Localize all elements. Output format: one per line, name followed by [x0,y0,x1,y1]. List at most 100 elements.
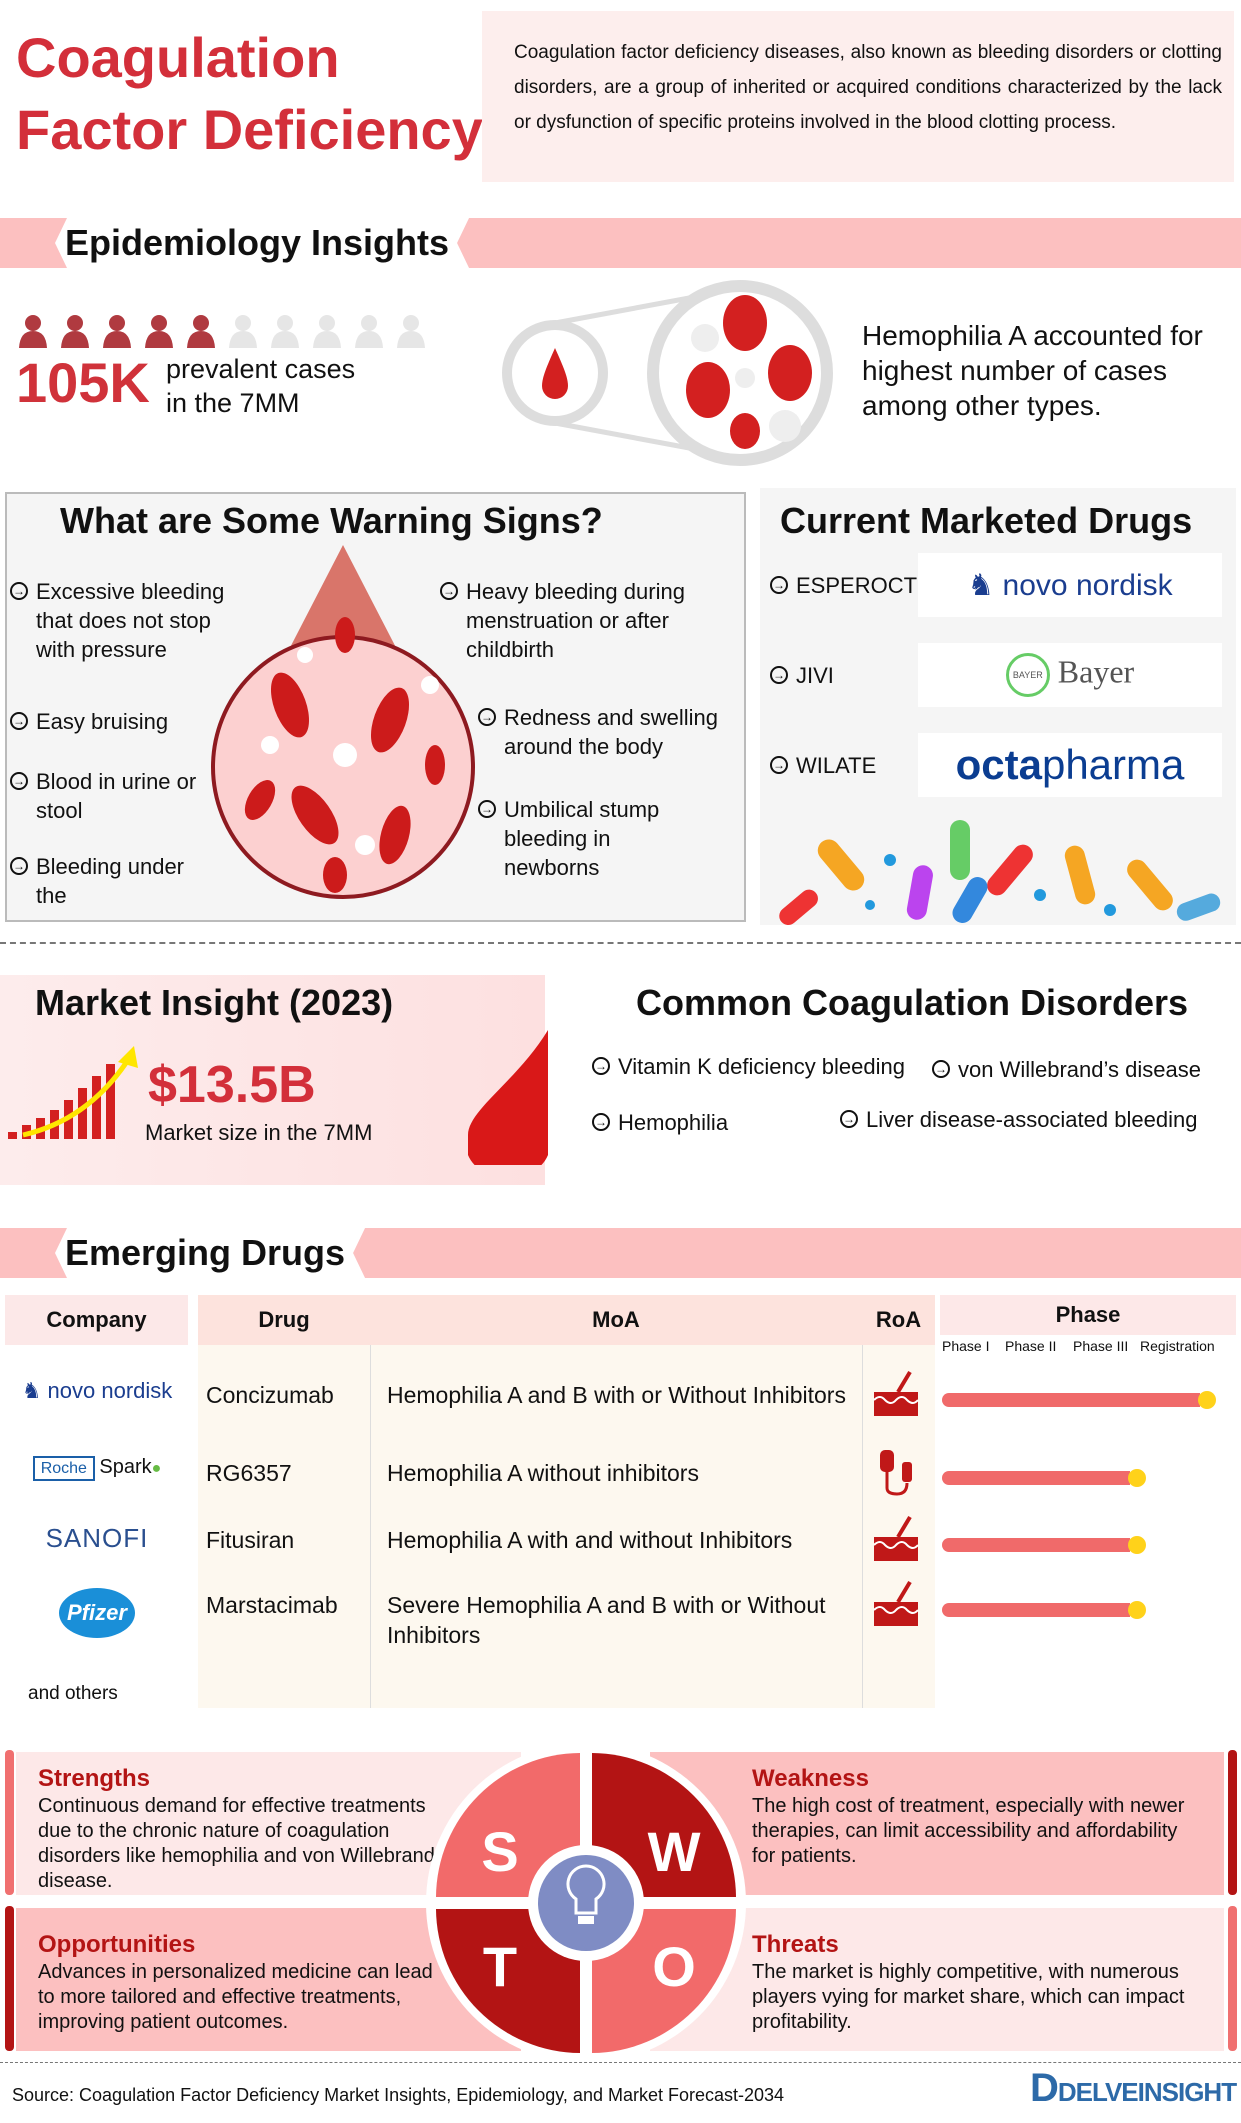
disorder-item: → Hemophilia [592,1108,728,1137]
hemophilia-insight: Hemophilia A accounted for highest numbe… [862,320,1203,421]
drug-name: Marstacimab [206,1592,338,1618]
growth-chart-icon [8,1046,138,1139]
phase-label: Phase I [942,1338,990,1354]
warning-heading: What are Some Warning Signs? [60,500,603,541]
swot-letter-t: T [483,1935,517,1998]
description: Coagulation factor deficiency diseases, … [482,11,1234,182]
warning-sign-item: → Excessive bleeding that does not stop w… [10,577,246,664]
person-icon [270,314,300,348]
moa-text: Hemophilia A with and without Inhibitors [387,1527,793,1553]
arrow-circle-icon: → [440,582,458,600]
disorders-heading: Common Coagulation Disorders [636,982,1189,1023]
divider [0,942,1241,944]
person-icon [18,314,48,348]
disorder-item: → Liver disease-associated bleeding [840,1105,1197,1134]
person-icon [60,314,90,348]
phase-label: Registration [1140,1338,1215,1354]
col-phase: Phase [940,1295,1236,1335]
phase-label: Phase II [1005,1338,1057,1354]
phase-progress-bar [942,1393,1200,1407]
warning-sign-item: → Redness and swelling around the body [478,703,764,761]
warning-sign-item: → Bleeding under the [10,852,216,910]
table-body [198,1345,935,1708]
swot-weakness: Weakness The high cost of treatment, espe… [650,1752,1224,1895]
phase-marker [1128,1469,1146,1487]
arrow-circle-icon: → [770,576,788,594]
warning-sign-item: → Blood in urine or stool [10,767,216,825]
injection-skin-icon [872,1515,922,1568]
market-heading: Market Insight (2023) [35,982,394,1023]
source-text: Source: Coagulation Factor Deficiency Ma… [12,2085,785,2105]
stat-label: prevalent cases in the 7MM [166,354,356,418]
company-logo: Roche Spark● [12,1456,182,1481]
arrow-circle-icon: → [478,708,496,726]
disorder-item: → Vitamin K deficiency bleeding [592,1052,905,1081]
marketed-heading: Current Marketed Drugs [780,500,1193,541]
warning-sign-item: → Umbilical stump bleeding in newborns [478,795,704,882]
iv-bag-icon [872,1448,922,1501]
person-icon [228,314,258,348]
phase-marker [1198,1391,1216,1409]
moa-text: Hemophilia A and B with or Without Inhib… [387,1382,846,1408]
person-icon [312,314,342,348]
swot-letter-s: S [481,1820,518,1883]
swot-wheel: S W T O [426,1748,746,2058]
phase-progress-bar [942,1603,1130,1617]
section-heading: Emerging Drugs [55,1228,365,1278]
moa-text: Severe Hemophilia A and B with or Withou… [387,1592,826,1648]
divider [0,2062,1241,2063]
injection-skin-icon [872,1580,922,1633]
arrow-circle-icon: → [770,756,788,774]
swot-threats: Threats The market is highly competitive,… [650,1908,1224,2051]
person-icon [102,314,132,348]
swot-letter-o: O [652,1935,696,1998]
company-logo: SANOFI [45,1523,149,1553]
arrow-circle-icon: → [10,857,28,875]
arrow-circle-icon: → [932,1060,950,1078]
swot-letter-w: W [648,1820,701,1883]
person-icon [186,314,216,348]
and-others: and others [28,1683,118,1704]
person-icon [396,314,426,348]
pills-illustration [779,820,1221,925]
disorder-item: → von Willebrand’s disease [932,1055,1201,1084]
phase-progress-bar [942,1471,1130,1485]
col-company: Company [5,1295,188,1345]
phase-progress-bar [942,1538,1130,1552]
company-logo: BAYER Bayer [918,643,1222,707]
arrow-circle-icon: → [592,1057,610,1075]
arrow-circle-icon: → [10,772,28,790]
marketed-drug-name: → JIVI [770,661,834,690]
market-insight-panel [0,975,545,1185]
company-logo: Pfizer [12,1588,182,1638]
company-logo: ♞ novo nordisk [21,1378,173,1403]
phase-marker [1128,1536,1146,1554]
phase-label: Phase III [1073,1338,1129,1354]
arrow-circle-icon: → [10,712,28,730]
arrow-circle-icon: → [840,1110,858,1128]
section-heading: Epidemiology Insights [55,218,469,268]
person-icon [354,314,384,348]
market-size-label: Market size in the 7MM [145,1120,373,1145]
moa-text: Hemophilia A without inhibitors [387,1460,699,1486]
blood-drop-icon [468,1030,548,1165]
drug-name: Concizumab [206,1382,334,1408]
epidemiology-banner: Epidemiology Insights [0,218,1241,268]
company-logo: ♞ novo nordisk [918,553,1222,617]
drug-name: RG6357 [206,1460,292,1486]
lightbulb-icon [538,1855,634,1951]
injection-skin-icon [872,1370,922,1423]
delveinsight-logo: DDELVEINSIGHT [1030,2066,1237,2110]
person-icon [144,314,174,348]
market-size-value: $13.5B [148,1056,316,1114]
warning-sign-item: → Heavy bleeding during menstruation or a… [440,577,726,664]
arrow-circle-icon: → [478,800,496,818]
arrow-circle-icon: → [592,1113,610,1131]
col-drug: Drug [198,1295,370,1345]
col-roa: RoA [862,1295,935,1345]
drug-name: Fitusiran [206,1527,295,1553]
marketed-drug-name: → ESPEROCT [770,571,917,600]
blood-magnifier-illustration [502,280,833,466]
arrow-circle-icon: → [10,582,28,600]
arrow-circle-icon: → [770,666,788,684]
